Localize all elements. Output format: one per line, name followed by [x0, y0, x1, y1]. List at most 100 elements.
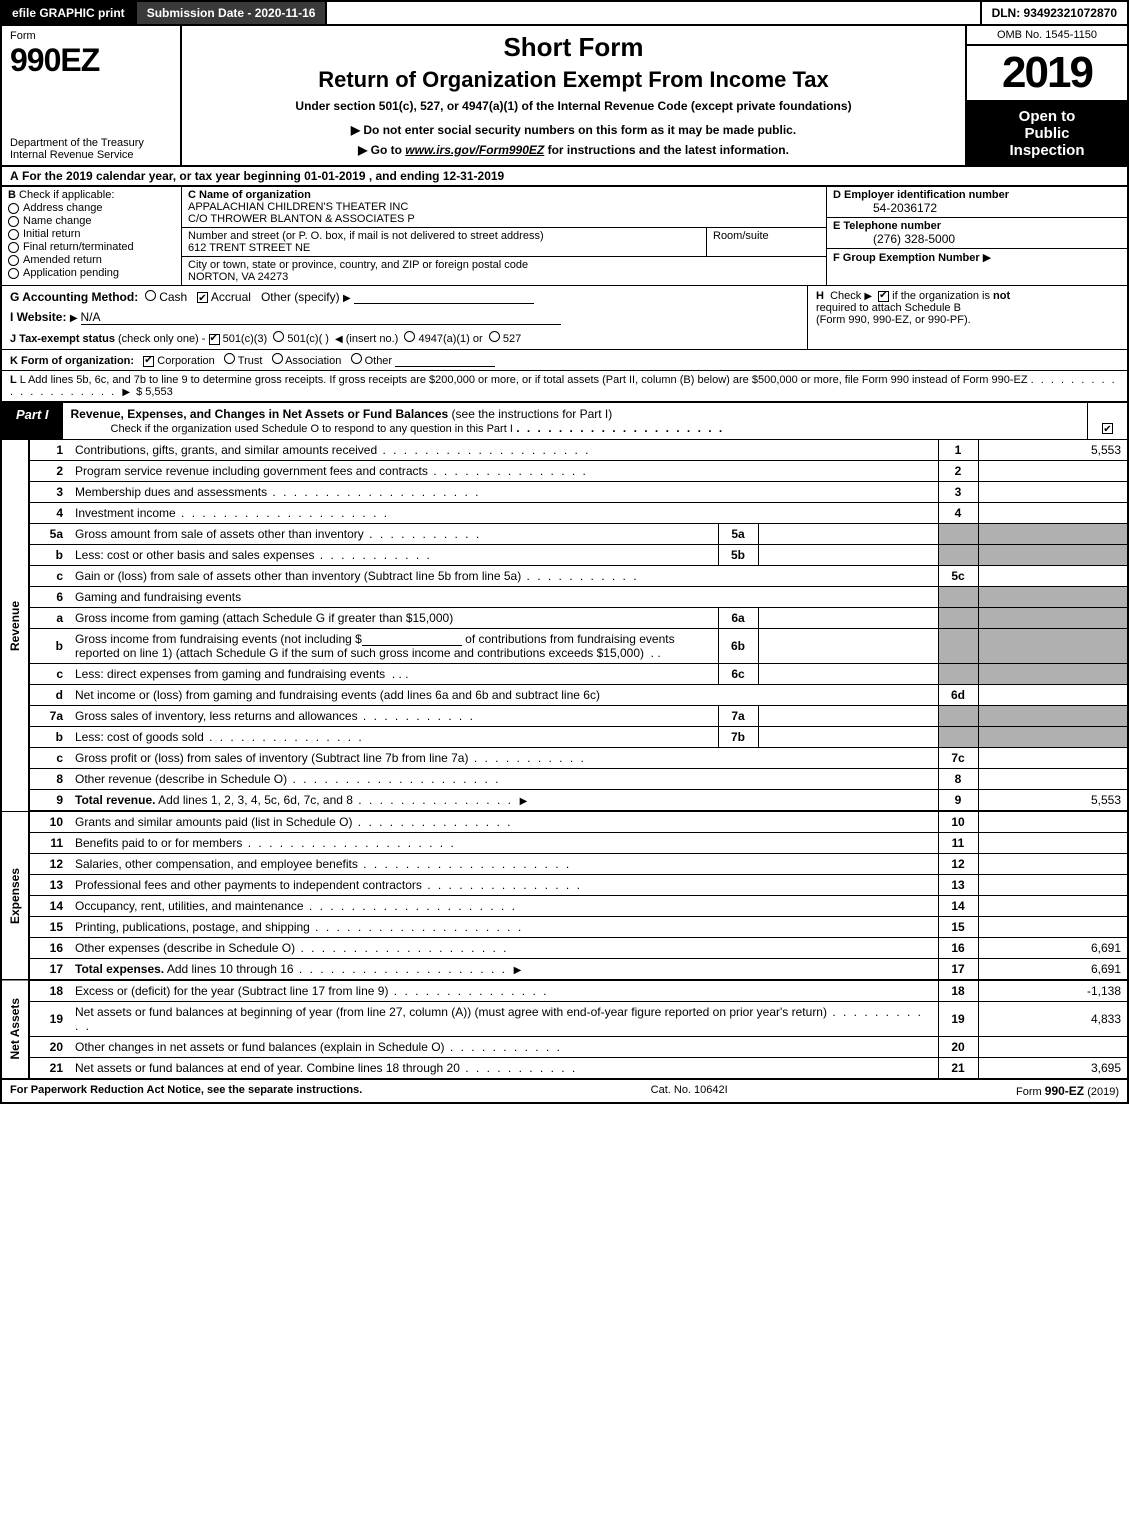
- website-value: N/A: [81, 310, 561, 325]
- line-no: 1: [29, 440, 69, 461]
- j-501c: 501(c)( ): [287, 333, 329, 345]
- blocks-d-e-f: D Employer identification number 54-2036…: [827, 187, 1127, 285]
- city-label: City or town, state or province, country…: [188, 259, 528, 271]
- org-name-2: C/O THROWER BLANTON & ASSOCIATES P: [188, 213, 415, 225]
- line-9: 9 Total revenue. Add lines 1, 2, 3, 4, 5…: [1, 790, 1128, 812]
- h-text4: (Form 990, 990-EZ, or 990-PF).: [816, 314, 971, 326]
- efile-print-button[interactable]: efile GRAPHIC print: [2, 2, 137, 24]
- footer-left: For Paperwork Reduction Act Notice, see …: [10, 1084, 362, 1098]
- j-527: 527: [503, 333, 521, 345]
- line-7c: c Gross profit or (loss) from sales of i…: [1, 748, 1128, 769]
- circle-icon[interactable]: [145, 290, 156, 301]
- g-cash: Cash: [159, 290, 187, 304]
- check-final-return[interactable]: Final return/terminated: [8, 241, 175, 253]
- circle-icon[interactable]: [489, 331, 500, 342]
- omb-number: OMB No. 1545-1150: [967, 26, 1127, 46]
- part-1-check-note: Check if the organization used Schedule …: [71, 423, 513, 435]
- checkbox-checked-icon[interactable]: [197, 292, 208, 303]
- dept-line-1: Department of the Treasury: [10, 137, 144, 149]
- circle-icon: [8, 242, 19, 253]
- room-suite-label: Room/suite: [706, 228, 826, 256]
- line-7b: b Less: cost of goods sold 7b: [1, 727, 1128, 748]
- k-label: K Form of organization:: [10, 355, 134, 367]
- form-number: 990EZ: [10, 42, 172, 79]
- line-12: 12 Salaries, other compensation, and emp…: [1, 854, 1128, 875]
- check-initial-return[interactable]: Initial return: [8, 228, 175, 240]
- arrow-right-icon: [343, 290, 354, 304]
- other-specify-input[interactable]: [354, 292, 534, 304]
- j-insert: (insert no.): [346, 333, 399, 345]
- line-1: Revenue 1 Contributions, gifts, grants, …: [1, 440, 1128, 461]
- line-5a: 5a Gross amount from sale of assets othe…: [1, 524, 1128, 545]
- arrow-right-icon: [514, 962, 525, 976]
- block-c-label: C Name of organization: [188, 189, 311, 201]
- checkbox-checked-icon[interactable]: [1102, 423, 1113, 434]
- submission-date-button[interactable]: Submission Date - 2020-11-16: [137, 2, 328, 24]
- line-4: 4 Investment income 4: [1, 503, 1128, 524]
- line-19: 19 Net assets or fund balances at beginn…: [1, 1002, 1128, 1037]
- k-other-input[interactable]: [395, 355, 495, 367]
- row-g: G Accounting Method: Cash Accrual Other …: [2, 286, 807, 349]
- irs-link[interactable]: www.irs.gov/Form990EZ: [405, 143, 544, 157]
- return-title: Return of Organization Exempt From Incom…: [192, 67, 955, 93]
- line-6d: d Net income or (loss) from gaming and f…: [1, 685, 1128, 706]
- circle-icon[interactable]: [351, 353, 362, 364]
- check-name-change[interactable]: Name change: [8, 215, 175, 227]
- circle-icon: [8, 229, 19, 240]
- j-note: (check only one) -: [118, 333, 205, 345]
- line-val: 5,553: [978, 440, 1128, 461]
- 6b-amount-input[interactable]: [362, 634, 462, 646]
- go-to-pre: Go to: [371, 143, 406, 157]
- arrow-left-icon: [332, 333, 346, 345]
- g-label: G Accounting Method:: [10, 290, 138, 304]
- circle-icon[interactable]: [404, 331, 415, 342]
- block-d-label: D Employer identification number: [833, 189, 1009, 201]
- checkbox-checked-icon[interactable]: [143, 356, 154, 367]
- circle-icon[interactable]: [273, 331, 284, 342]
- line-6b: b Gross income from fundraising events (…: [1, 629, 1128, 664]
- line-11: 11 Benefits paid to or for members 11: [1, 833, 1128, 854]
- row-h: H Check if the organization is not requi…: [807, 286, 1127, 349]
- form-word: Form: [10, 30, 172, 42]
- short-form-title: Short Form: [192, 32, 955, 63]
- line-15: 15 Printing, publications, postage, and …: [1, 917, 1128, 938]
- open-to-public: Open to Public Inspection: [967, 102, 1127, 165]
- line-8: 8 Other revenue (describe in Schedule O)…: [1, 769, 1128, 790]
- g-other: Other (specify): [261, 290, 340, 304]
- h-text2: if the organization is: [892, 290, 993, 302]
- dept-line-2: Internal Revenue Service: [10, 149, 134, 161]
- page-footer: For Paperwork Reduction Act Notice, see …: [0, 1079, 1129, 1104]
- k-corporation: Corporation: [157, 355, 214, 367]
- l-text: L Add lines 5b, 6c, and 7b to line 9 to …: [20, 374, 1028, 386]
- tax-year: 2019: [967, 46, 1127, 102]
- k-other: Other: [365, 355, 393, 367]
- line-a-text: A For the 2019 calendar year, or tax yea…: [2, 167, 1127, 186]
- check-application-pending[interactable]: Application pending: [8, 267, 175, 279]
- circle-icon[interactable]: [272, 353, 283, 364]
- under-section: Under section 501(c), 527, or 4947(a)(1)…: [192, 99, 955, 113]
- checkbox-checked-icon[interactable]: [878, 291, 889, 302]
- check-amended-return[interactable]: Amended return: [8, 254, 175, 266]
- j-4947: 4947(a)(1) or: [418, 333, 482, 345]
- city-state-zip: NORTON, VA 24273: [188, 271, 288, 283]
- check-address-change[interactable]: Address change: [8, 202, 175, 214]
- row-g-h: G Accounting Method: Cash Accrual Other …: [0, 286, 1129, 350]
- dln-label: DLN: 93492321072870: [980, 2, 1127, 24]
- line-20: 20 Other changes in net assets or fund b…: [1, 1037, 1128, 1058]
- part-1-header: Part I Revenue, Expenses, and Changes in…: [0, 403, 1129, 440]
- block-b-title: Check if applicable:: [19, 189, 114, 201]
- row-l: L L Add lines 5b, 6c, and 7b to line 9 t…: [0, 371, 1129, 403]
- part-1-check-cell: [1087, 403, 1127, 439]
- line-5c: c Gain or (loss) from sale of assets oth…: [1, 566, 1128, 587]
- line-10: Expenses 10 Grants and similar amounts p…: [1, 811, 1128, 833]
- j-label: J Tax-exempt status: [10, 333, 115, 345]
- k-trust: Trust: [238, 355, 263, 367]
- line-desc: Contributions, gifts, grants, and simila…: [75, 443, 377, 457]
- line-17: 17 Total expenses. Add lines 10 through …: [1, 959, 1128, 981]
- arrow-right-icon: ▶: [983, 252, 991, 264]
- checkbox-checked-icon[interactable]: [209, 334, 220, 345]
- line-21: 21 Net assets or fund balances at end of…: [1, 1058, 1128, 1079]
- h-text3: required to attach Schedule B: [816, 302, 961, 314]
- circle-icon[interactable]: [224, 353, 235, 364]
- header-right: OMB No. 1545-1150 2019 Open to Public In…: [967, 26, 1127, 165]
